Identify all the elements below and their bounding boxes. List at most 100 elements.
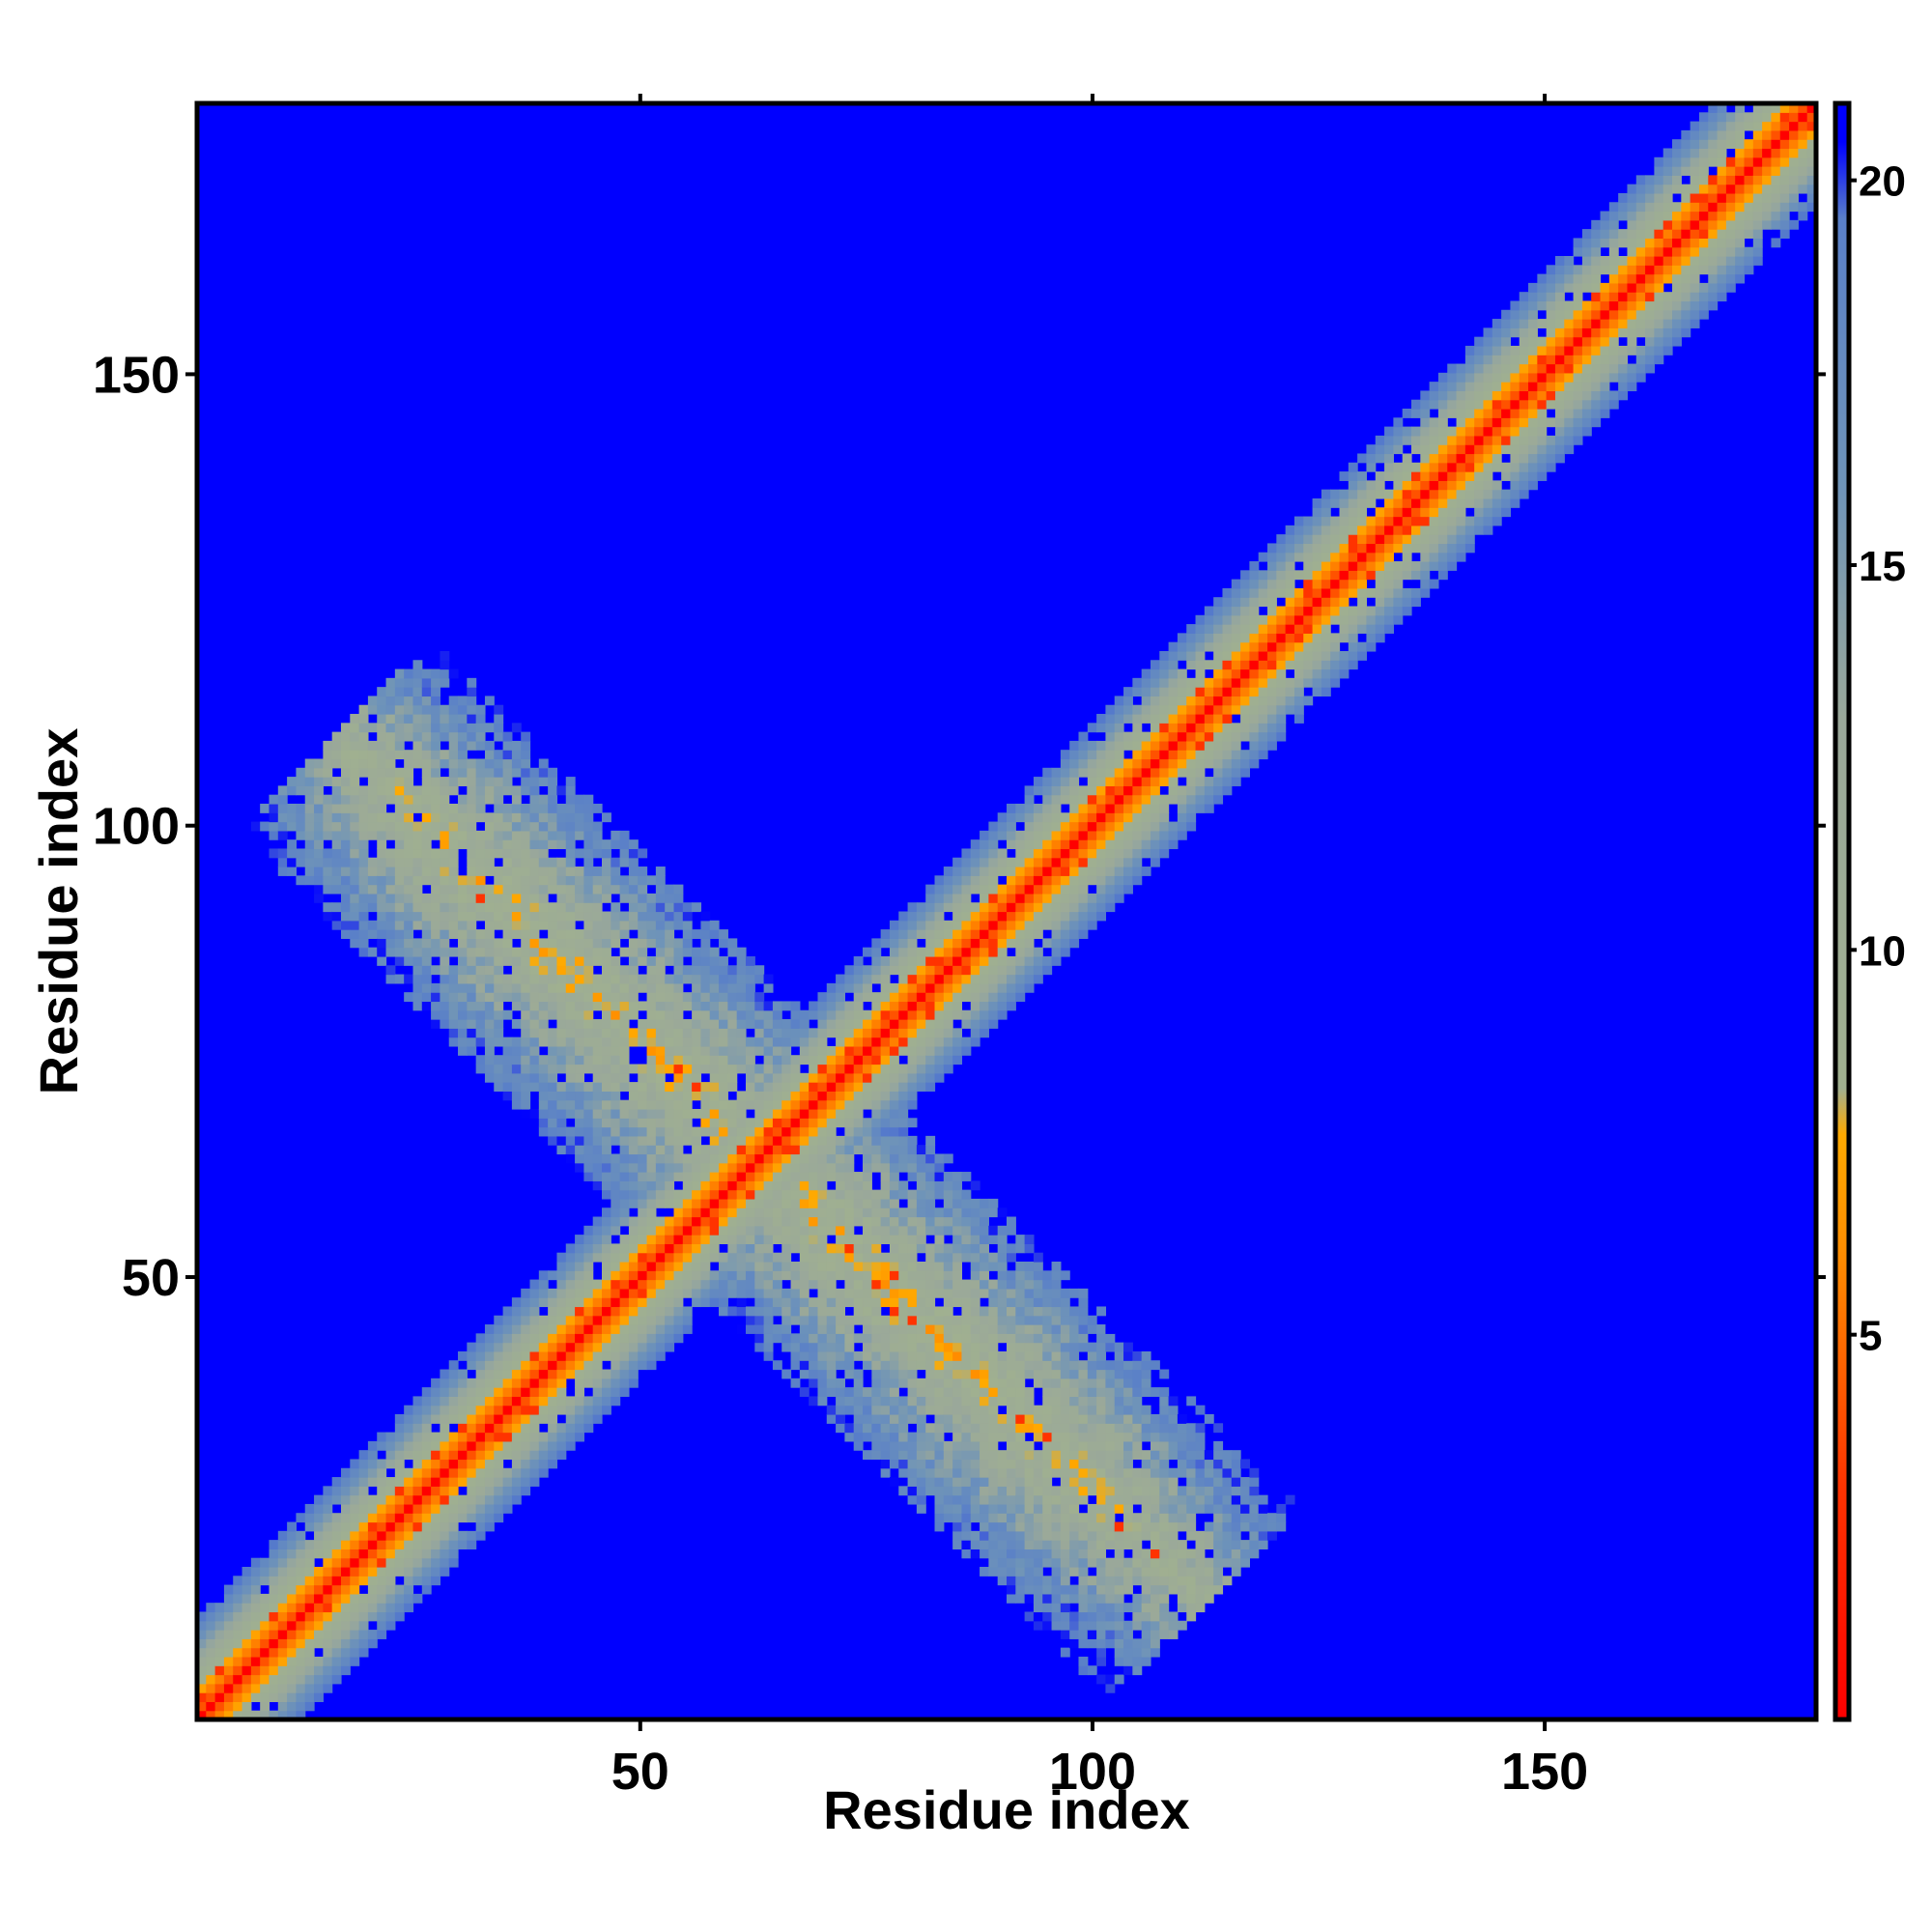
heatmap-cell — [521, 884, 531, 895]
heatmap-cell — [377, 848, 387, 859]
heatmap-cell — [412, 992, 423, 1003]
heatmap-cell — [836, 1216, 845, 1227]
heatmap-cell — [538, 767, 549, 778]
heatmap-cell — [548, 1288, 558, 1298]
heatmap-cell — [961, 938, 972, 949]
heatmap-cell — [548, 1099, 558, 1110]
heatmap-cell — [494, 1432, 504, 1442]
heatmap-cell — [304, 1593, 315, 1604]
heatmap-cell — [206, 1603, 216, 1613]
heatmap-cell — [1024, 1494, 1035, 1505]
heatmap-cell — [916, 1216, 926, 1227]
heatmap-cell — [467, 1350, 477, 1361]
heatmap-cell — [431, 920, 440, 930]
heatmap-cell — [467, 1440, 477, 1451]
heatmap-cell — [916, 1432, 926, 1442]
heatmap-cell — [404, 1413, 414, 1424]
heatmap-cell — [692, 1028, 702, 1038]
heatmap-cell — [521, 1440, 531, 1451]
heatmap-cell — [1015, 1530, 1026, 1541]
heatmap-cell — [565, 1423, 576, 1434]
heatmap-cell — [665, 1306, 675, 1317]
heatmap-cell — [709, 1108, 720, 1119]
heatmap-cell — [214, 1674, 225, 1685]
heatmap-cell — [592, 1162, 603, 1173]
heatmap-cell — [1060, 929, 1070, 939]
heatmap-cell — [970, 902, 980, 913]
heatmap-cell — [575, 830, 584, 840]
heatmap-cell — [269, 1548, 279, 1559]
heatmap-cell — [296, 812, 306, 823]
heatmap-cell — [638, 1162, 648, 1173]
heatmap-cell — [611, 1270, 621, 1281]
heatmap-cell — [719, 1261, 728, 1271]
heatmap-cell — [619, 1019, 630, 1029]
heatmap-cell — [1015, 1584, 1026, 1595]
heatmap-cell — [611, 1216, 621, 1227]
heatmap-cell — [1060, 1611, 1070, 1622]
heatmap-cell — [692, 1045, 702, 1056]
heatmap-cell — [502, 1315, 513, 1325]
heatmap-cell — [692, 955, 702, 966]
heatmap-cell — [1033, 1270, 1043, 1281]
heatmap-cell — [583, 1360, 594, 1371]
heatmap-cell — [529, 1342, 540, 1352]
heatmap-cell — [844, 1019, 855, 1029]
heatmap-cell — [799, 1099, 810, 1110]
heatmap-cell — [377, 1584, 387, 1595]
heatmap-cell — [655, 1252, 666, 1263]
heatmap-cell — [458, 1440, 468, 1451]
heatmap-cell — [475, 1396, 486, 1406]
heatmap-cell — [314, 812, 324, 823]
heatmap-cell — [233, 1656, 243, 1666]
heatmap-cell — [484, 1450, 495, 1461]
heatmap-cell — [404, 704, 414, 715]
heatmap-cell — [952, 1467, 963, 1478]
heatmap-cell — [1007, 1405, 1016, 1415]
heatmap-cell — [529, 1450, 540, 1461]
heatmap-cell — [682, 1019, 693, 1029]
heatmap-cell — [665, 1145, 675, 1155]
heatmap-cell — [440, 893, 450, 903]
heatmap-cell — [467, 1360, 477, 1371]
heatmap-cell — [809, 1091, 819, 1101]
heatmap-cell — [880, 1360, 891, 1371]
heatmap-cell — [250, 1557, 261, 1568]
heatmap-cell — [1060, 785, 1070, 796]
heatmap-cell — [799, 1153, 810, 1164]
heatmap-cell — [340, 1467, 351, 1478]
heatmap-cell — [521, 1028, 531, 1038]
heatmap-cell — [754, 1225, 765, 1236]
heatmap-cell — [889, 1099, 899, 1110]
heatmap-cell — [575, 1342, 584, 1352]
heatmap-cell — [692, 1055, 702, 1065]
heatmap-cell — [655, 1235, 666, 1244]
heatmap-cell — [484, 1521, 495, 1532]
heatmap-cell — [863, 1145, 872, 1155]
heatmap-cell — [1060, 893, 1070, 903]
heatmap-cell — [304, 1620, 315, 1631]
heatmap-cell — [952, 1279, 963, 1290]
heatmap-cell — [556, 1405, 567, 1415]
heatmap-cell — [1015, 839, 1026, 850]
heatmap-cell — [988, 1261, 999, 1271]
heatmap-cell — [1060, 1405, 1070, 1415]
heatmap-cell — [628, 1091, 639, 1101]
heatmap-cell — [871, 1126, 882, 1137]
heatmap-cell — [781, 1208, 792, 1218]
heatmap-cell — [502, 750, 513, 760]
heatmap-cell — [583, 1297, 594, 1308]
heatmap-cell — [1024, 1324, 1035, 1334]
heatmap-cell — [350, 1503, 360, 1514]
heatmap-cell — [448, 1557, 459, 1568]
heatmap-cell — [421, 821, 432, 832]
heatmap-cell — [367, 1576, 378, 1586]
heatmap-cell — [350, 839, 360, 850]
heatmap-cell — [763, 1045, 774, 1056]
heatmap-cell — [197, 1611, 207, 1622]
heatmap-cell — [943, 1009, 953, 1020]
heatmap-cell — [1060, 848, 1070, 859]
heatmap-cell — [521, 1315, 531, 1325]
heatmap-cell — [988, 875, 999, 886]
heatmap-cell — [692, 1126, 702, 1137]
